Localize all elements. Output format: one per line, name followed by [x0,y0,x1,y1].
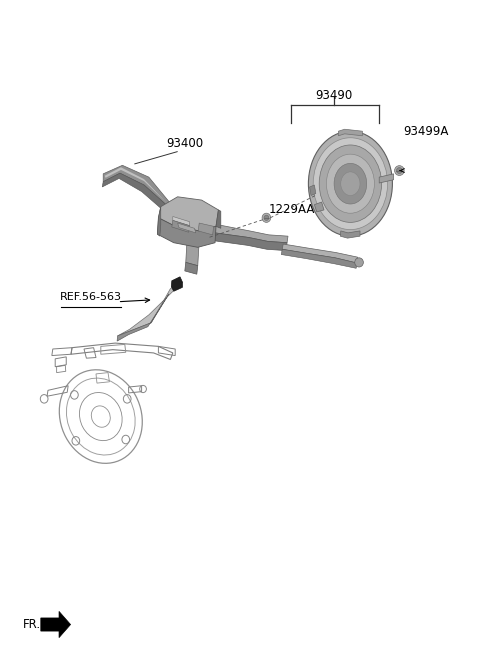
Polygon shape [214,233,287,251]
Ellipse shape [262,213,271,222]
Polygon shape [117,294,169,341]
Polygon shape [171,277,182,291]
Polygon shape [281,249,357,268]
Polygon shape [215,224,288,243]
Ellipse shape [396,167,402,173]
Polygon shape [178,223,196,233]
Polygon shape [185,262,198,274]
Text: FR.: FR. [23,618,41,631]
Polygon shape [118,282,182,336]
Text: 1229AA: 1229AA [269,203,315,216]
Ellipse shape [326,154,374,213]
Polygon shape [186,237,199,266]
Ellipse shape [313,138,387,230]
Polygon shape [103,165,170,209]
Polygon shape [158,197,218,231]
Polygon shape [314,202,324,212]
Polygon shape [340,231,360,238]
Ellipse shape [308,131,392,236]
Ellipse shape [355,258,363,267]
Polygon shape [198,223,214,235]
Ellipse shape [341,172,360,195]
Polygon shape [157,218,216,247]
Polygon shape [282,244,358,263]
Ellipse shape [395,165,404,175]
Ellipse shape [264,215,269,220]
Polygon shape [105,167,167,203]
Text: REF.56-563: REF.56-563 [60,291,122,302]
Polygon shape [41,611,71,638]
Text: 93490: 93490 [315,89,352,102]
Polygon shape [102,173,170,215]
Text: 93400: 93400 [166,136,204,150]
Polygon shape [173,216,190,226]
Ellipse shape [319,145,382,222]
Polygon shape [216,210,221,228]
Polygon shape [172,220,190,232]
Ellipse shape [334,163,367,204]
Polygon shape [310,185,316,195]
Polygon shape [379,174,394,183]
Text: 93499A: 93499A [403,125,449,138]
Polygon shape [157,207,161,236]
Polygon shape [338,129,362,136]
